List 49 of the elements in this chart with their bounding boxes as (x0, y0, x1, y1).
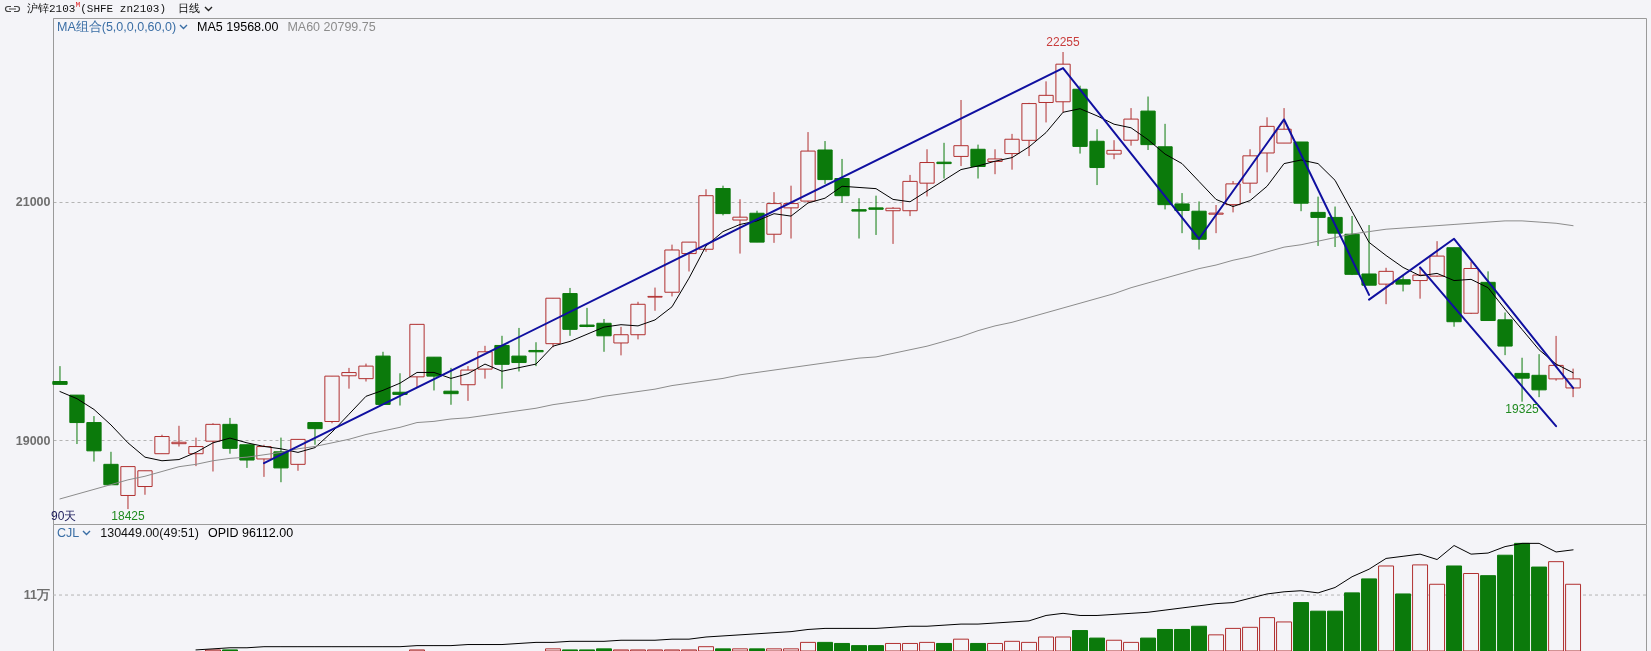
bar (936, 642, 953, 651)
legend-title: CJL (57, 525, 80, 541)
candlestick (970, 144, 986, 180)
bar (1446, 565, 1463, 651)
ref-line-label: 11万 (23, 588, 50, 603)
candlestick (1395, 274, 1411, 292)
bar (732, 648, 748, 651)
text: 130449.00(49:51) (100, 525, 199, 541)
candlestick (732, 198, 748, 255)
candlestick (205, 422, 221, 472)
bar (545, 648, 561, 651)
candlestick (443, 367, 459, 406)
annotation: 18425 (111, 509, 145, 524)
candlestick (1378, 267, 1394, 305)
bar (1378, 565, 1395, 651)
y-tick-label: 19000 (15, 433, 51, 448)
legend-title: MA组合(5,0,0,0,60,0) (57, 19, 177, 35)
text: OPID 96112.00 (207, 525, 294, 541)
line-series (262, 67, 1371, 465)
candlestick (103, 451, 119, 486)
candlestick (1106, 139, 1122, 160)
bar (1395, 593, 1412, 651)
candlestick (647, 287, 663, 312)
chart-subtitle: 日线 (178, 2, 201, 16)
text: MA60 20799.75 (287, 19, 376, 35)
candlestick (307, 422, 323, 446)
candlestick (1208, 204, 1224, 234)
bar (953, 638, 970, 651)
bar (1463, 573, 1480, 651)
candlestick (953, 99, 969, 167)
annotation: 90天 (51, 509, 77, 523)
line-series (59, 108, 1574, 462)
text: MA5 19568.00 (197, 19, 279, 35)
candlestick (528, 341, 544, 367)
line-series (59, 220, 1574, 500)
chart-title: 沪锌2103$^{M}$(SHFE zn2103) (27, 0, 167, 16)
annotation: 22255 (1046, 35, 1081, 50)
candlestick (1412, 266, 1428, 300)
bar (749, 648, 765, 651)
candlestick (1123, 107, 1139, 147)
candlestick (460, 365, 476, 402)
bar (715, 648, 731, 651)
candlestick (426, 356, 442, 391)
y-tick-label: 21000 (15, 195, 51, 210)
candlestick (1429, 240, 1445, 278)
candlestick (1361, 224, 1377, 286)
annotation: 19325 (1505, 401, 1540, 416)
bar (970, 642, 987, 651)
candlestick (52, 365, 68, 385)
